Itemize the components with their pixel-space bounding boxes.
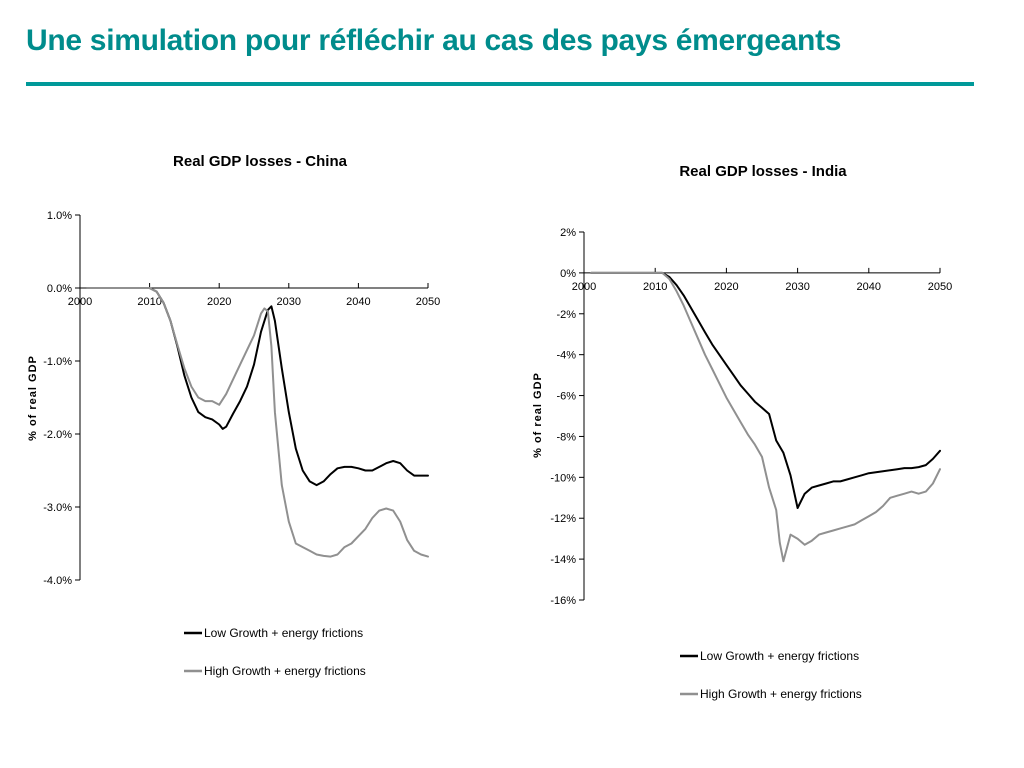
- chart-title: Real GDP losses - China: [173, 153, 348, 170]
- series-line-high-growth: [590, 271, 941, 563]
- x-tick-label: 2000: [68, 296, 92, 308]
- legend-label: Low Growth + energy frictions: [204, 626, 363, 640]
- x-tick-label: 2050: [928, 281, 952, 293]
- slide-title: Une simulation pour réfléchir au cas des…: [26, 24, 842, 57]
- chart-china: Real GDP losses - China % of real GDP 1.0%…: [27, 153, 440, 678]
- legend-label: High Growth + energy frictions: [204, 664, 366, 678]
- y-tick-label: 0%: [560, 268, 576, 280]
- x-tick-label: 2010: [137, 296, 161, 308]
- chart-india: Real GDP losses - India % of real GDP 2% 0%…: [532, 163, 952, 701]
- x-tick-label: 2040: [857, 281, 881, 293]
- y-tick-label: 0.0%: [47, 283, 72, 295]
- y-tick-label: -3.0%: [43, 502, 72, 514]
- x-tick-label: 2010: [643, 281, 667, 293]
- y-tick-label: -4.0%: [43, 575, 72, 587]
- x-tick-label: 2020: [207, 296, 231, 308]
- title-divider: [26, 82, 974, 86]
- y-tick-label: -4%: [556, 350, 576, 362]
- y-tick-label: -16%: [550, 595, 576, 607]
- x-tick-label: 2030: [277, 296, 301, 308]
- y-tick-label: -1.0%: [43, 356, 72, 368]
- y-axis-label: % of real GDP: [27, 355, 39, 441]
- legend-label: Low Growth + energy frictions: [700, 649, 859, 663]
- y-tick-label: 2%: [560, 227, 576, 239]
- series-line-low-growth: [86, 287, 429, 487]
- x-tick-label: 2000: [572, 281, 596, 293]
- y-axis-label: % of real GDP: [532, 372, 544, 458]
- series-line-high-growth: [86, 287, 429, 558]
- chart-title: Real GDP losses - India: [679, 163, 847, 180]
- y-tick-label: -10%: [550, 472, 576, 484]
- x-tick-label: 2020: [714, 281, 738, 293]
- x-tick-label: 2030: [785, 281, 809, 293]
- y-tick-label: -14%: [550, 554, 576, 566]
- y-tick-label: 1.0%: [47, 210, 72, 222]
- y-tick-label: -8%: [556, 431, 576, 443]
- series-line-low-growth: [590, 271, 941, 509]
- x-tick-label: 2050: [416, 296, 440, 308]
- y-tick-label: -6%: [556, 391, 576, 403]
- y-tick-label: -2.0%: [43, 429, 72, 441]
- x-tick-label: 2040: [346, 296, 370, 308]
- legend-label: High Growth + energy frictions: [700, 687, 862, 701]
- y-tick-label: -2%: [556, 309, 576, 321]
- y-tick-label: -12%: [550, 513, 576, 525]
